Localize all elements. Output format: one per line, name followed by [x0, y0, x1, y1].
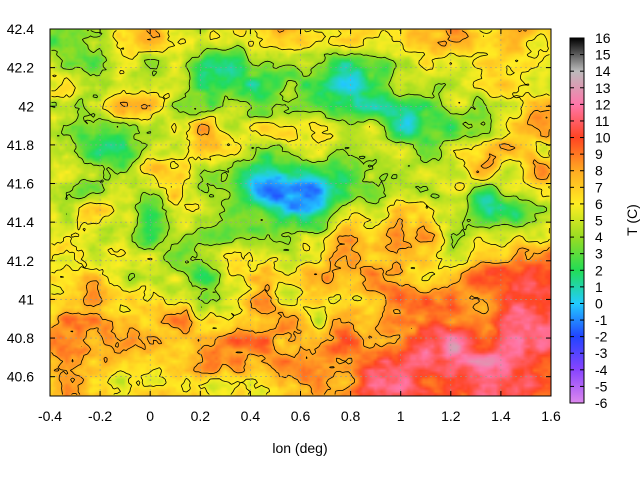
colorbar-tick-label: 16 — [595, 30, 611, 46]
y-axis: 40.6 40.8 41 41.2 41.4 41.6 41.8 42 42.2 42.4 — [7, 21, 551, 385]
colorbar-tick-label: 12 — [595, 96, 611, 112]
x-tick-label: 1 — [397, 408, 405, 424]
contour-lines — [51, 30, 550, 395]
x-tick-label: 1.4 — [491, 408, 511, 424]
x-tick-label: 1.6 — [541, 408, 561, 424]
x-tick-label: 1.2 — [441, 408, 461, 424]
colorbar-tick-label: -3 — [595, 345, 608, 361]
colorbar-tick-label: 2 — [595, 262, 603, 278]
colorbar-tick-label: -1 — [595, 312, 608, 328]
colorbar-tick-label: 1 — [595, 279, 603, 295]
colorbar-tick-label: -2 — [595, 329, 608, 345]
y-tick-label: 41.8 — [7, 137, 34, 153]
contour-line — [51, 30, 550, 395]
x-tick-label: 0.2 — [191, 408, 211, 424]
x-tick-label: 0 — [146, 408, 154, 424]
colorbar-tick-label: 13 — [595, 80, 611, 96]
colorbar-tick-label: 7 — [595, 179, 603, 195]
x-tick-label: -0.2 — [88, 408, 112, 424]
grid-lines — [50, 29, 551, 396]
y-tick-label: 42 — [18, 98, 34, 114]
y-tick-label: 42.4 — [7, 21, 34, 37]
colorbar-tick-label: 11 — [595, 113, 610, 129]
colorbar-tick-label: 6 — [595, 196, 603, 212]
colorbar-label: T (C) — [624, 204, 640, 236]
colorbar-tick-label: 3 — [595, 246, 603, 262]
contour-line — [51, 30, 550, 395]
x-tick-label: 0.8 — [341, 408, 361, 424]
x-tick-label: 0.6 — [291, 408, 311, 424]
y-tick-label: 41.4 — [7, 214, 34, 230]
colorbar-tick-label: -5 — [595, 378, 608, 394]
colorbar-tick-label: -6 — [595, 395, 608, 411]
x-tick-label: -0.4 — [38, 408, 62, 424]
colorbar-tick-label: 10 — [595, 130, 611, 146]
colorbar-tick-label: 0 — [595, 295, 603, 311]
contour-line — [51, 30, 547, 308]
y-tick-label: 41.2 — [7, 253, 34, 269]
y-tick-label: 40.6 — [7, 369, 34, 385]
colorbar-tick-label: 8 — [595, 163, 603, 179]
x-axis: -0.4 -0.2 0 0.2 0.4 0.6 0.8 1 1.2 1.4 1.6 — [38, 29, 561, 424]
y-tick-label: 42.2 — [7, 60, 34, 76]
colorbar-tick-label: 4 — [595, 229, 603, 245]
plot-area — [49, 28, 552, 397]
y-tick-label: 40.8 — [7, 330, 34, 346]
colorbar-tick-label: 9 — [595, 146, 603, 162]
x-axis-label: lon (deg) — [272, 440, 327, 456]
colorbar-tick-label: -4 — [595, 362, 608, 378]
y-tick-label: 41 — [18, 291, 34, 307]
colorbar-tick-label: 5 — [595, 213, 603, 229]
colorbar-tick-label: 15 — [595, 47, 611, 63]
colorbar-tick-label: 14 — [595, 63, 611, 79]
x-tick-label: 0.4 — [241, 408, 261, 424]
y-tick-label: 41.6 — [7, 176, 34, 192]
